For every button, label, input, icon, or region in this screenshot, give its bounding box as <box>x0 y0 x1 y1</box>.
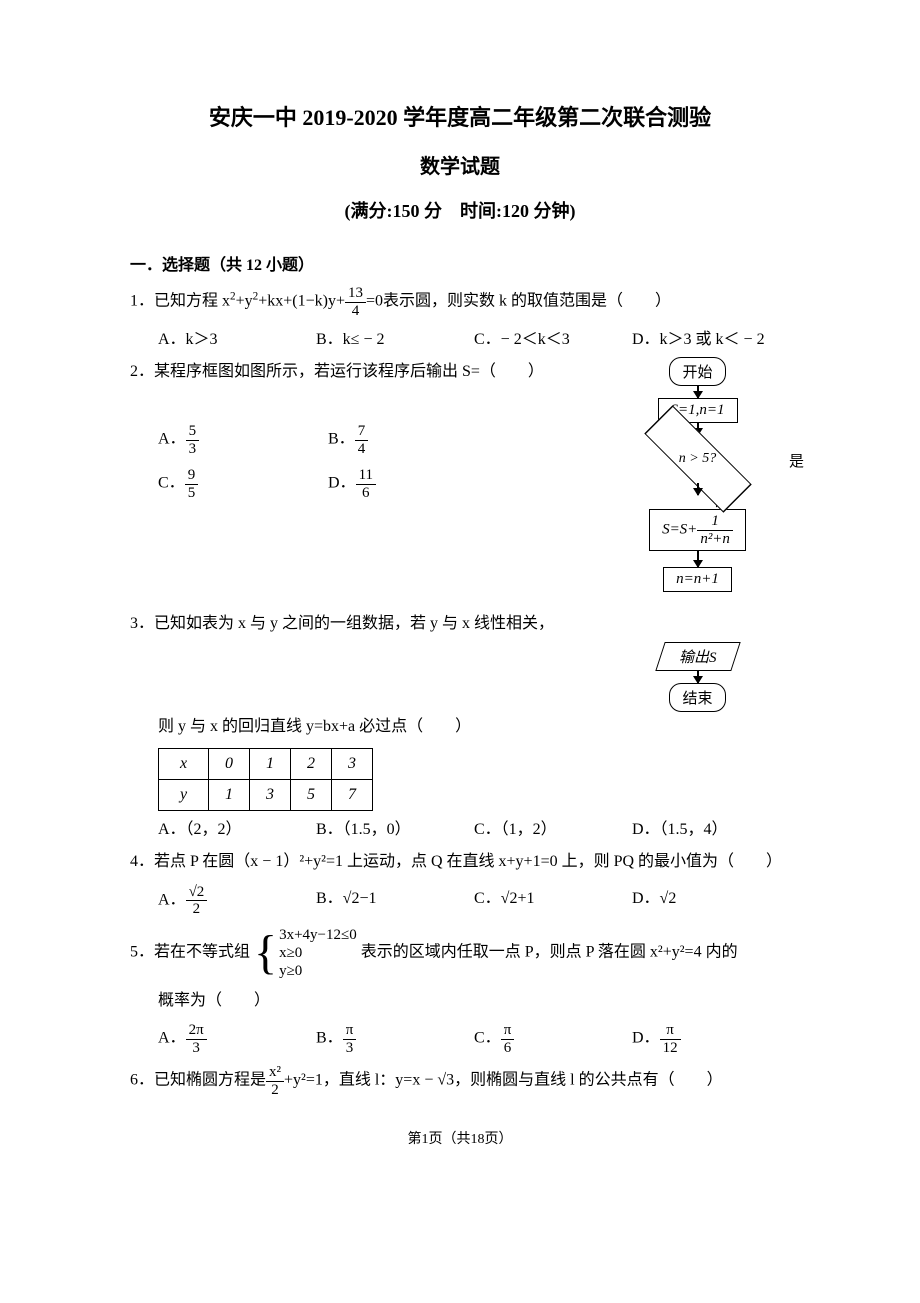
question-4: 4．若点 P 在圆（x − 1）²+y²=1 上运动，点 Q 在直线 x+y+1… <box>130 847 790 877</box>
question-1: 1．已知方程 x2+y2+kx+(1−k)y+134=0表示圆，则实数 k 的取… <box>130 285 790 319</box>
question-5: 5．若在不等式组 {3x+4y−12≤0x≥0y≥0 表示的区域内任取一点 P，… <box>130 926 790 980</box>
q4-opt-b: B．√2−1 <box>316 884 474 918</box>
q4-opt-c: C．√2+1 <box>474 884 632 918</box>
q5-opt-b: B．π3 <box>316 1022 474 1056</box>
q1-opt-c: C．− 2＜k＜3 <box>474 325 632 349</box>
fc-cond: n > 5? <box>658 439 738 479</box>
page-footer: 第1页（共18页） <box>130 1128 790 1148</box>
q3-opt-d: D．（1.5，4） <box>632 815 790 839</box>
q4-opt-d: D．√2 <box>632 884 790 918</box>
q5-opt-c: C．π6 <box>474 1022 632 1056</box>
q5-opt-d: D．π12 <box>632 1022 790 1056</box>
fc-end: 结束 <box>669 683 725 712</box>
fc-start: 开始 <box>669 357 725 386</box>
q4-opt-a: A．√22 <box>158 884 316 918</box>
fc-update: S=S+1n²+n <box>649 509 746 551</box>
q2-options: A．53 B．74 C．95 D．116 <box>130 423 597 501</box>
q5-options: A．2π3 B．π3 C．π6 D．π12 <box>130 1022 790 1056</box>
q3-opt-b: B．（1.5，0） <box>316 815 474 839</box>
exam-title: 安庆一中 2019-2020 学年度高二年级第二次联合测验 <box>130 100 790 132</box>
q1-opt-b: B．k≤ − 2 <box>316 325 474 349</box>
question-6: 6．已知椭圆方程是x²2+y²=1，直线 l：y=x − √3，则椭圆与直线 l… <box>130 1064 790 1098</box>
question-3-line2: 则 y 与 x 的回归直线 y=bx+a 必过点（ ） <box>130 712 790 742</box>
q2-opt-a: A．53 <box>158 423 328 457</box>
q3-table: x0123 y1357 <box>158 748 373 811</box>
fc-yes-label: 是 <box>789 450 804 471</box>
fc-inc: n=n+1 <box>663 567 732 592</box>
fc-output: 输出S <box>655 642 740 671</box>
q1-options: A．k＞3 B．k≤ − 2 C．− 2＜k＜3 D．k＞3 或 k＜ − 2 <box>130 325 790 349</box>
exam-meta: (满分:150 分 时间:120 分钟) <box>130 197 790 223</box>
q2-opt-b: B．74 <box>328 423 498 457</box>
q3-opt-c: C．（1，2） <box>474 815 632 839</box>
q1-opt-d: D．k＞3 或 k＜ − 2 <box>632 325 790 349</box>
exam-subject: 数学试题 <box>130 150 790 179</box>
q1-opt-a: A．k＞3 <box>158 325 316 349</box>
q2-opt-c: C．95 <box>158 467 328 501</box>
q3-options: A．（2，2） B．（1.5，0） C．（1，2） D．（1.5，4） <box>130 815 790 839</box>
q3-opt-a: A．（2，2） <box>158 815 316 839</box>
table-row: y1357 <box>159 780 373 811</box>
q5-opt-a: A．2π3 <box>158 1022 316 1056</box>
section-heading: 一．选择题（共 12 小题） <box>130 251 790 275</box>
flowchart: 开始 S=1,n=1 n > 5? 是 否 S=S+1n²+n n=n+1 输出… <box>605 357 790 712</box>
question-2: 2．某程序框图如图所示，若运行该程序后输出 S=（ ） <box>130 357 597 387</box>
q2-opt-d: D．116 <box>328 467 498 501</box>
q4-options: A．√22 B．√2−1 C．√2+1 D．√2 <box>130 884 790 918</box>
question-5b: 概率为（ ） <box>130 986 790 1016</box>
question-3-line1: 3．已知如表为 x 与 y 之间的一组数据，若 y 与 x 线性相关， <box>130 609 597 639</box>
table-row: x0123 <box>159 749 373 780</box>
